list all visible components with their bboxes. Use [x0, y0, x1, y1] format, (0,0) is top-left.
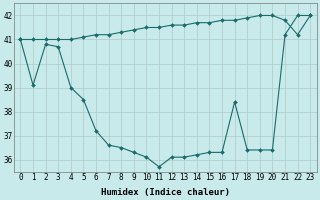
- X-axis label: Humidex (Indice chaleur): Humidex (Indice chaleur): [101, 188, 230, 197]
